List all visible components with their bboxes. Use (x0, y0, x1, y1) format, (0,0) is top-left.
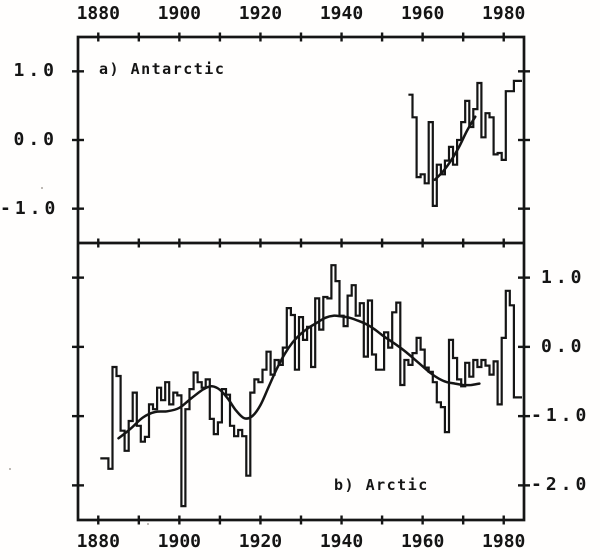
scan-speck (147, 523, 149, 525)
scan-speck (9, 468, 11, 470)
y-tick-label-left: -1.0 (0, 197, 60, 219)
panel-b-smoothed-curve (117, 314, 481, 440)
panel-a-smoothed-curve (433, 115, 477, 182)
panel-a-annual-step-series (408, 79, 522, 207)
x-tick-label-top: 1880 (76, 3, 120, 24)
x-tick-label-bottom: 1920 (238, 531, 283, 552)
x-tick-label-top: 1900 (157, 3, 202, 24)
panel-a-label: a) Antarctic (99, 60, 226, 78)
x-tick-label-top: 1980 (482, 3, 526, 24)
x-tick-label-bottom: 1880 (76, 531, 120, 552)
y-tick-label-left: 1.0 (13, 60, 58, 82)
panel-b-label: b) Arctic (334, 476, 429, 494)
x-tick-label-top: 1940 (319, 3, 364, 24)
y-tick-label-right: -1.0 (531, 405, 591, 427)
panel-frame (76, 35, 526, 522)
y-tick-label-left: 0.0 (13, 129, 58, 150)
x-tick-label-top: 1920 (238, 3, 283, 24)
x-tick-label-bottom: 1980 (482, 531, 526, 552)
scan-speck (41, 187, 43, 189)
x-tick-label-bottom: 1940 (319, 531, 364, 552)
x-tick-label-bottom: 1900 (157, 531, 202, 552)
panel-b-annual-step-series (100, 264, 522, 508)
x-tick-label-top: 1960 (400, 3, 445, 24)
y-tick-label-right: 1.0 (541, 266, 586, 288)
y-tick-label-right: 0.0 (541, 335, 586, 357)
y-tick-label-right: -2.0 (531, 474, 591, 496)
x-tick-label-bottom: 1960 (400, 531, 445, 552)
